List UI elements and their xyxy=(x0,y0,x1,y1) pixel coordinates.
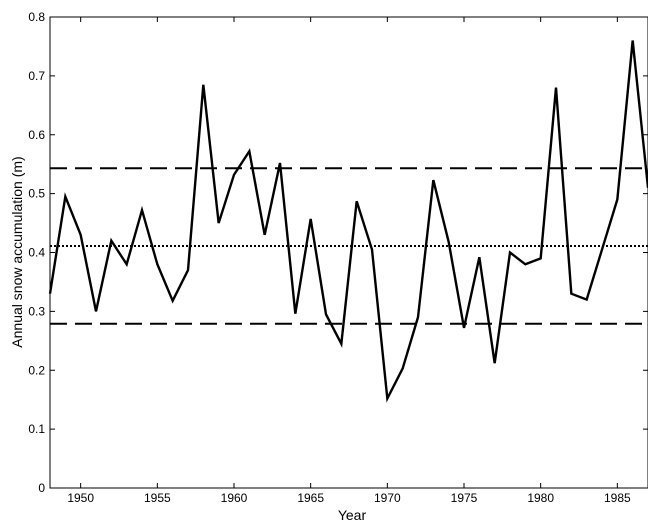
x-axis-ticks: 1950 1955 1960 1965 1970 1975 1980 1985 xyxy=(67,17,631,505)
y-tick-label: 0.5 xyxy=(28,187,45,201)
plot-area xyxy=(49,16,648,489)
series-line-0 xyxy=(48,40,648,403)
y-tick-label: 0.3 xyxy=(28,304,45,318)
y-axis-ticks: 0 0.1 0.2 0.3 0.4 0.5 0.6 0.7 0.8 xyxy=(28,10,648,495)
x-tick-label: 1955 xyxy=(144,491,171,505)
y-tick-label: 0.7 xyxy=(28,69,45,83)
x-tick-label: 1985 xyxy=(604,491,631,505)
x-tick-label: 1975 xyxy=(451,491,478,505)
series-group xyxy=(48,40,648,403)
y-tick-label: 0.8 xyxy=(28,10,45,24)
x-tick-label: 1970 xyxy=(374,491,401,505)
y-axis-label: Annual snow accumulation (m) xyxy=(9,156,25,347)
y-tick-label: 0.1 xyxy=(28,422,45,436)
y-tick-label: 0.2 xyxy=(28,363,45,377)
y-tick-label: 0.4 xyxy=(28,246,45,260)
y-tick-label: 0 xyxy=(38,481,45,495)
x-axis-label: Year xyxy=(338,507,367,520)
y-tick-label: 0.6 xyxy=(28,128,45,142)
x-tick-label: 1950 xyxy=(67,491,94,505)
x-tick-label: 1965 xyxy=(297,491,324,505)
x-tick-label: 1960 xyxy=(221,491,248,505)
x-tick-label: 1980 xyxy=(527,491,554,505)
